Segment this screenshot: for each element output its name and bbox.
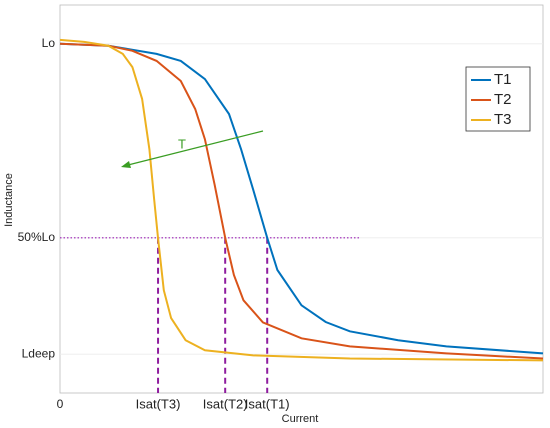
legend-entries: T1 T2 T3 bbox=[471, 71, 512, 128]
y-tick-label: Lo bbox=[42, 36, 56, 50]
series-lines bbox=[59, 38, 544, 362]
x-tick-label: Isat(T1) bbox=[245, 396, 290, 411]
x-tick-label: 0 bbox=[57, 397, 64, 411]
y-tick-label: Ldeep bbox=[22, 346, 56, 360]
series-line bbox=[59, 42, 544, 360]
y-axis-title: Inductance bbox=[3, 173, 15, 227]
x-tick-label: Isat(T3) bbox=[136, 396, 181, 411]
legend-label: T1 bbox=[494, 71, 512, 88]
arrow bbox=[127, 130, 264, 166]
x-tick-label: Isat(T2) bbox=[203, 396, 248, 411]
legend-label: T2 bbox=[494, 91, 512, 108]
plot-area bbox=[59, 4, 544, 394]
legend bbox=[465, 66, 531, 132]
arrow-head bbox=[121, 161, 131, 168]
x-axis-title: Current bbox=[282, 413, 319, 425]
annotation: T bbox=[178, 136, 186, 151]
series-line bbox=[59, 42, 544, 355]
series-line bbox=[59, 38, 544, 362]
y-tick-label: 50%Lo bbox=[18, 230, 56, 244]
reference-lines bbox=[60, 237, 360, 393]
legend-label: T3 bbox=[494, 111, 512, 128]
